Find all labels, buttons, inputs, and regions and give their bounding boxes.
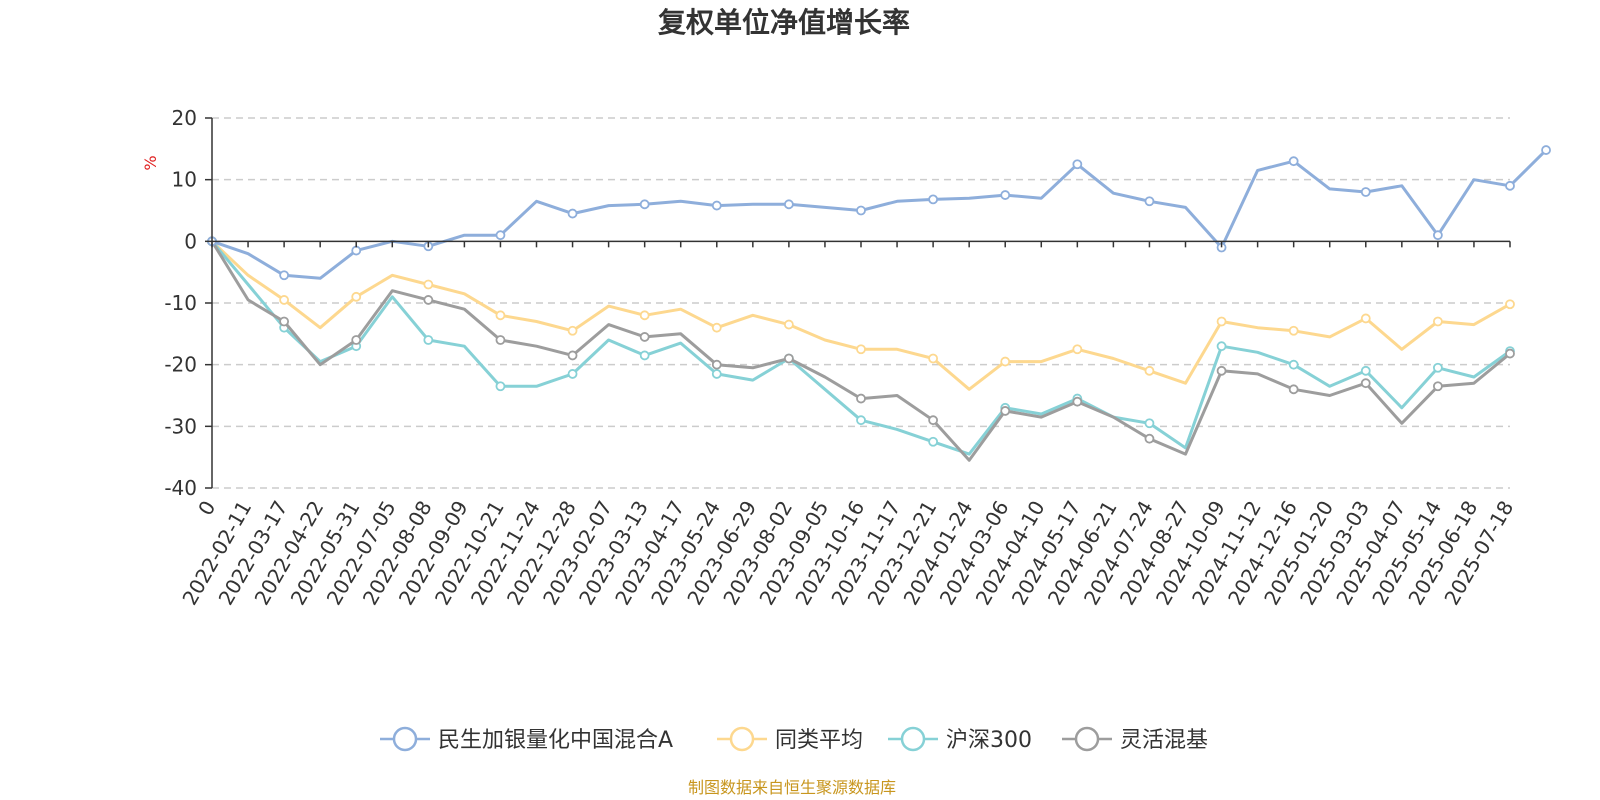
x-tick-label: 0 (193, 497, 220, 520)
legend-label: 灵活混基 (1120, 728, 1208, 753)
series-point (495, 381, 506, 392)
series-point (928, 436, 939, 447)
series-point (1072, 396, 1083, 407)
series-point (928, 194, 939, 205)
series-point (783, 353, 794, 364)
series-point (567, 350, 578, 361)
legend-marker-icon (900, 726, 926, 752)
y-tick-label: -20 (164, 353, 197, 377)
series-point (567, 369, 578, 379)
series-point (639, 350, 650, 361)
series-point (1288, 156, 1299, 167)
series-point (856, 415, 866, 426)
y-tick-label: -10 (164, 291, 197, 315)
y-tick-label: 20 (172, 106, 197, 130)
series-point (495, 230, 506, 241)
series-point (856, 344, 866, 355)
series-point (1360, 378, 1371, 389)
legend-item[interactable]: 沪深300 (888, 726, 1032, 753)
y-tick-label: 10 (172, 168, 197, 192)
series-point (1000, 356, 1011, 367)
series-point (783, 199, 794, 210)
series-point (567, 325, 578, 336)
series-point (1288, 359, 1299, 370)
series-point (1505, 180, 1515, 191)
series-point (856, 393, 866, 404)
series-point (1288, 384, 1299, 395)
series-point (1288, 325, 1299, 336)
series-lines (207, 145, 1551, 462)
series-point (1072, 344, 1083, 355)
y-axis-unit: % (141, 155, 160, 170)
series-point (567, 208, 578, 219)
series-point (711, 359, 722, 370)
series-point (1216, 316, 1227, 327)
series-point (1144, 196, 1155, 207)
series-point (423, 295, 434, 305)
y-tick-label: 0 (184, 229, 197, 253)
series-point (495, 335, 506, 345)
legend-item[interactable]: 民生加银量化中国混合A (380, 726, 673, 753)
series-point (1000, 190, 1011, 200)
series-point (639, 332, 650, 342)
series-point (928, 415, 939, 426)
series-point (1144, 418, 1155, 429)
series-point (711, 322, 722, 333)
series-point (856, 205, 866, 216)
series-point (1432, 381, 1443, 392)
y-tick-label: -40 (164, 476, 197, 500)
grid-lines (212, 117, 1510, 489)
series-point (1144, 433, 1155, 444)
series-point (1360, 365, 1371, 376)
series-point (351, 335, 362, 345)
series-point (1541, 145, 1551, 155)
series-point (711, 369, 722, 379)
series-point (1432, 362, 1443, 373)
series-point (1360, 187, 1371, 197)
series-point (639, 199, 650, 210)
series-point (423, 335, 434, 345)
legend-label: 民生加银量化中国混合A (438, 728, 673, 753)
series-point (351, 245, 362, 256)
series-point (279, 295, 290, 305)
y-tick-label: -30 (164, 414, 197, 438)
series-point (279, 316, 290, 327)
series-point (1000, 406, 1011, 416)
legend-marker-icon (392, 726, 418, 752)
data-source-note: 制图数据来自恒生聚源数据库 (688, 778, 896, 797)
legend-label: 同类平均 (775, 728, 863, 753)
legend-marker-icon (729, 726, 755, 752)
series-point (495, 310, 506, 321)
legend-item[interactable]: 灵活混基 (1062, 726, 1208, 753)
series-point (1216, 341, 1227, 352)
series-point (1216, 365, 1227, 376)
series-point (1072, 159, 1083, 170)
y-axis-ticks: 20 10 0 -10 -20 -30 -40 (164, 106, 212, 500)
legend-marker-icon (1074, 726, 1100, 752)
series-point (351, 291, 362, 302)
legend[interactable]: 民生加银量化中国混合A 同类平均 沪深300 灵活混基 (380, 726, 1208, 753)
x-axis-ticks: 02022-02-112022-03-172022-04-222022-05-3… (177, 241, 1518, 609)
series-point (639, 310, 650, 321)
series-point (1360, 313, 1371, 324)
series-point (1505, 348, 1515, 359)
series-point (1432, 230, 1443, 241)
chart-title: 复权单位净值增长率 (658, 6, 910, 39)
series-line-0 (210, 148, 1548, 280)
series-point (423, 279, 434, 290)
series-point (1432, 316, 1443, 327)
legend-item[interactable]: 同类平均 (717, 726, 863, 753)
series-point (279, 270, 290, 281)
series-point (928, 353, 939, 364)
series-point (783, 319, 794, 330)
series-point (1505, 299, 1515, 310)
series-point (1144, 365, 1155, 376)
legend-label: 沪深300 (946, 728, 1032, 753)
series-point (711, 200, 722, 211)
